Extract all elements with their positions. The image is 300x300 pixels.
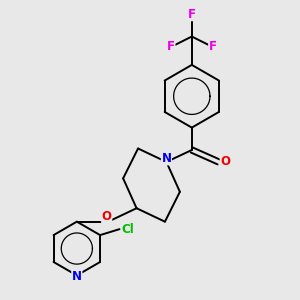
Text: N: N — [72, 270, 82, 284]
Text: F: F — [209, 40, 217, 53]
Text: O: O — [102, 210, 112, 223]
Text: O: O — [220, 155, 230, 168]
Text: Cl: Cl — [122, 223, 134, 236]
Text: F: F — [188, 8, 196, 21]
Text: F: F — [167, 40, 175, 53]
Text: N: N — [161, 152, 171, 165]
